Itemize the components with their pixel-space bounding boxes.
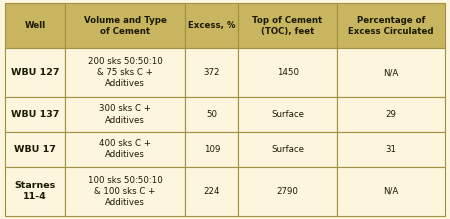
Bar <box>5 3 65 48</box>
Text: Well: Well <box>24 21 45 30</box>
Text: Top of Cement
(TOC), feet: Top of Cement (TOC), feet <box>252 16 323 36</box>
Bar <box>185 3 238 48</box>
Text: Surface: Surface <box>271 145 304 154</box>
Bar <box>5 132 65 166</box>
Bar <box>65 132 185 166</box>
Text: WBU 17: WBU 17 <box>14 145 56 154</box>
Bar <box>238 97 337 132</box>
Text: 109: 109 <box>204 145 220 154</box>
Bar <box>238 3 337 48</box>
Bar <box>337 3 445 48</box>
Text: 300 sks C +
Additives: 300 sks C + Additives <box>99 104 151 125</box>
Text: Volume and Type
of Cement: Volume and Type of Cement <box>84 16 166 36</box>
Text: 200 sks 50:50:10
& 75 sks C +
Additives: 200 sks 50:50:10 & 75 sks C + Additives <box>88 57 162 88</box>
Bar <box>65 48 185 97</box>
Bar <box>185 97 238 132</box>
Text: 372: 372 <box>203 68 220 77</box>
Text: 2790: 2790 <box>277 187 298 196</box>
Bar <box>238 48 337 97</box>
Bar <box>5 48 65 97</box>
Bar <box>337 97 445 132</box>
Bar <box>5 97 65 132</box>
Bar <box>5 166 65 216</box>
Bar <box>238 132 337 166</box>
Bar <box>238 166 337 216</box>
Bar <box>185 132 238 166</box>
Text: 1450: 1450 <box>277 68 299 77</box>
Text: Percentage of
Excess Circulated: Percentage of Excess Circulated <box>348 16 433 36</box>
Text: N/A: N/A <box>383 187 398 196</box>
Text: WBU 137: WBU 137 <box>11 110 59 119</box>
Text: 31: 31 <box>385 145 396 154</box>
Text: 50: 50 <box>206 110 217 119</box>
Text: 400 sks C +
Additives: 400 sks C + Additives <box>99 139 151 159</box>
Bar <box>65 166 185 216</box>
Bar <box>65 97 185 132</box>
Bar <box>185 166 238 216</box>
Text: Excess, %: Excess, % <box>188 21 235 30</box>
Text: Starnes
11-4: Starnes 11-4 <box>14 181 56 201</box>
Bar <box>185 48 238 97</box>
Text: WBU 127: WBU 127 <box>11 68 59 77</box>
Text: 29: 29 <box>385 110 396 119</box>
Bar <box>65 3 185 48</box>
Bar <box>337 166 445 216</box>
Bar <box>337 132 445 166</box>
Text: Surface: Surface <box>271 110 304 119</box>
Text: 100 sks 50:50:10
& 100 sks C +
Additives: 100 sks 50:50:10 & 100 sks C + Additives <box>88 175 162 207</box>
Bar <box>337 48 445 97</box>
Text: N/A: N/A <box>383 68 398 77</box>
Text: 224: 224 <box>203 187 220 196</box>
